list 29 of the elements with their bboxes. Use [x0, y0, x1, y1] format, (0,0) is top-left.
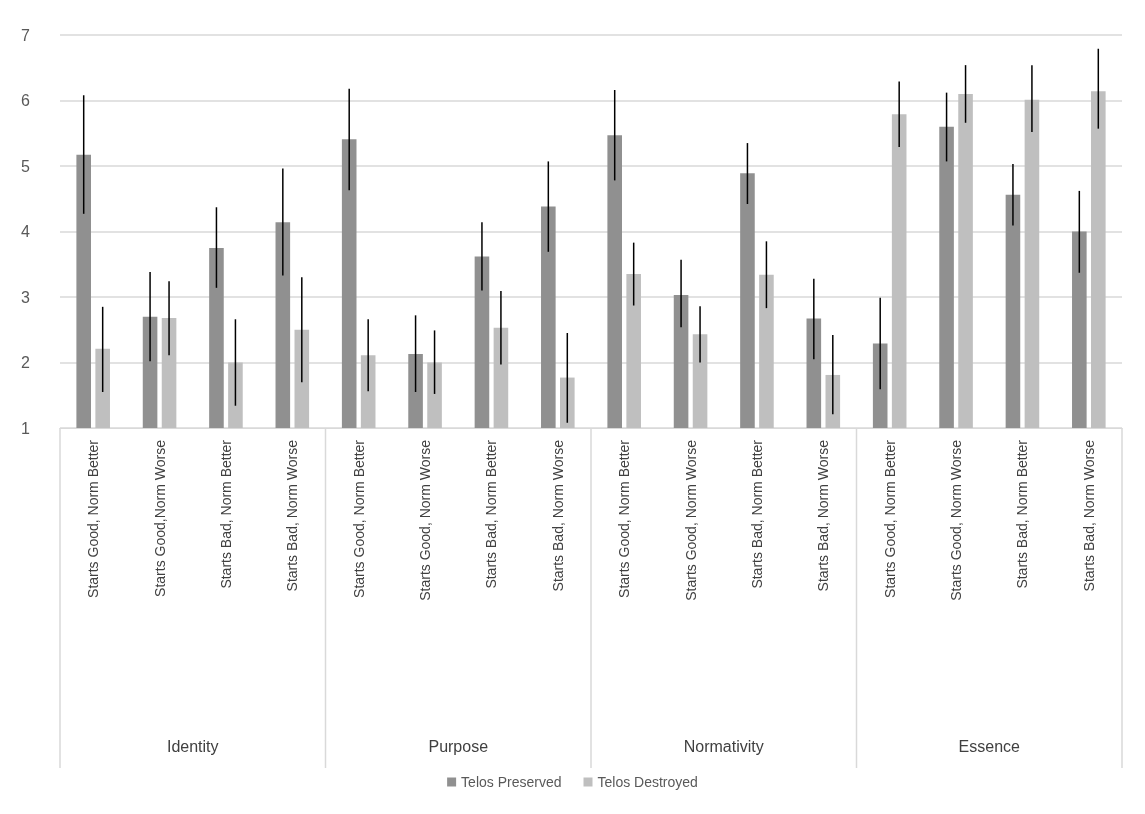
x-tick-label: Starts Good, Norm Better	[85, 439, 102, 598]
x-tick-label: Starts Bad, Norm Better	[1014, 439, 1031, 589]
text: Identity	[166, 737, 219, 755]
legend-label: Telos Preserved	[461, 774, 562, 790]
x-tick-label: Starts Good, Norm Better	[881, 439, 898, 598]
x-tick-label: Starts Bad, Norm Worse	[284, 439, 301, 592]
x-tick-label: Starts Good, Norm Better	[616, 439, 633, 598]
y-tick-label: 6	[21, 92, 31, 109]
y-tick-label: 5	[21, 157, 31, 175]
legend-label: Telos Destroyed	[597, 774, 698, 790]
text: Essence	[958, 737, 1021, 755]
x-tick-label: Starts Bad, Norm Better	[483, 439, 500, 589]
y-tick-label: 4	[21, 223, 31, 240]
x-tick-label: Starts Bad, Norm Worse	[1080, 439, 1097, 592]
y-tick-label: 1	[21, 419, 31, 437]
x-tick-label: Starts Good,Norm Worse	[151, 439, 168, 597]
text: Normativity	[683, 737, 764, 755]
y-tick-label: 7	[21, 26, 31, 44]
x-tick-label: Starts Good, Norm Better	[350, 439, 367, 598]
x-tick-label: Starts Bad, Norm Worse	[549, 439, 566, 592]
y-tick-label: 2	[21, 354, 31, 371]
y-tick-label: 3	[21, 288, 31, 306]
x-tick-label: Starts Good, Norm Worse	[948, 439, 965, 601]
x-tick-label: Starts Bad, Norm Worse	[815, 439, 832, 592]
x-tick-label: Starts Good, Norm Worse	[417, 439, 434, 601]
x-tick-label: Starts Bad, Norm Better	[217, 439, 234, 589]
x-tick-label: Starts Bad, Norm Better	[748, 439, 765, 589]
text: Purpose	[428, 737, 489, 755]
x-tick-label: Starts Good, Norm Worse	[682, 439, 699, 601]
